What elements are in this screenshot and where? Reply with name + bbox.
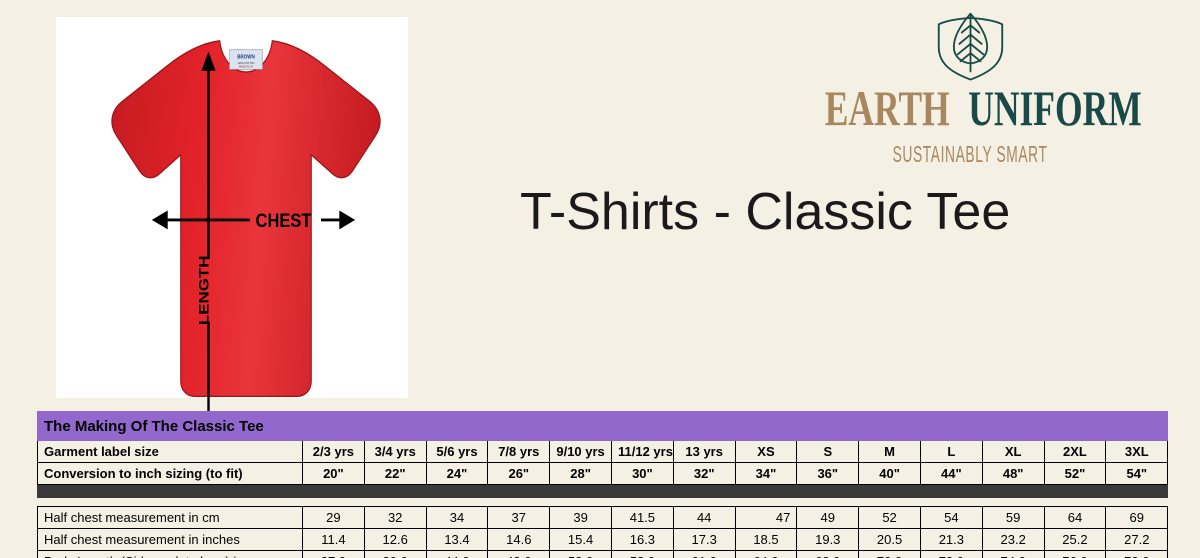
svg-text:CHEST: CHEST	[256, 210, 312, 232]
svg-text:LENGTH: LENGTH	[197, 256, 212, 326]
svg-text:MADE IN UK: MADE IN UK	[239, 64, 253, 68]
svg-text:BROWN: BROWN	[237, 54, 255, 60]
svg-text:100% COTTON: 100% COTTON	[238, 61, 255, 65]
